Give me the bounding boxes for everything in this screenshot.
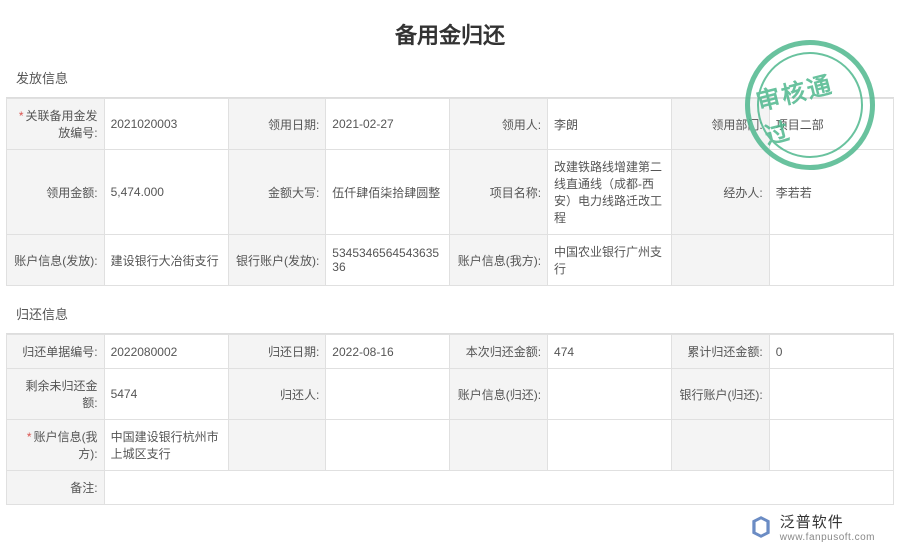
lbl-handler: 经办人: <box>672 150 770 235</box>
val-return-date: 2022-08-16 <box>326 335 450 369</box>
lbl-empty2 <box>228 420 326 471</box>
val-bank-issue: 53453465645436﻿3536 <box>326 235 450 286</box>
val-remaining: 5474 <box>104 369 228 420</box>
val-empty3 <box>548 420 672 471</box>
lbl-returner: 归还人: <box>228 369 326 420</box>
val-return-no: 2022080002 <box>104 335 228 369</box>
section-return-title: 归还信息 <box>6 298 894 334</box>
lbl-acct-our2: *账户信息(我方): <box>7 420 105 471</box>
brand-url: www.fanpusoft.com <box>780 532 875 543</box>
page-title: 备用金归还 <box>0 0 900 62</box>
lbl-bank-return: 银行账户(归还): <box>672 369 770 420</box>
lbl-remaining: 剩余未归还金额: <box>7 369 105 420</box>
lbl-acct-our1: 账户信息(我方): <box>450 235 548 286</box>
val-issue-date: 2021-02-27 <box>326 99 450 150</box>
val-bank-return <box>769 369 893 420</box>
val-project: 改建铁路线增建第二线直通线（成都-西安）电力线路迁改工程 <box>548 150 672 235</box>
val-acct-return <box>548 369 672 420</box>
lbl-remark: 备注: <box>7 471 105 505</box>
val-acct-issue: 建设银行大冶街支行 <box>104 235 228 286</box>
return-table: 归还单据编号: 2022080002 归还日期: 2022-08-16 本次归还… <box>6 334 894 505</box>
lbl-project: 项目名称: <box>450 150 548 235</box>
brand-name: 泛普软件 <box>780 511 875 532</box>
lbl-total-return: 累计归还金额: <box>672 335 770 369</box>
lbl-amount-cn: 金额大写: <box>228 150 326 235</box>
lbl-empty3 <box>450 420 548 471</box>
val-this-return: 474 <box>548 335 672 369</box>
stamp-text: 审核通过 <box>752 59 868 152</box>
val-remark <box>104 471 893 505</box>
val-empty1 <box>769 235 893 286</box>
val-total-return: 0 <box>769 335 893 369</box>
val-returner <box>326 369 450 420</box>
lbl-acct-return: 账户信息(归还): <box>450 369 548 420</box>
lbl-return-no: 归还单据编号: <box>7 335 105 369</box>
lbl-recipient: 领用人: <box>450 99 548 150</box>
lbl-return-date: 归还日期: <box>228 335 326 369</box>
val-acct-our2: 中国建设银行杭州市上城区支行 <box>104 420 228 471</box>
lbl-bank-issue: 银行账户(发放): <box>228 235 326 286</box>
val-empty2 <box>326 420 450 471</box>
val-empty4 <box>769 420 893 471</box>
lbl-acct-issue: 账户信息(发放): <box>7 235 105 286</box>
lbl-empty4 <box>672 420 770 471</box>
lbl-empty1 <box>672 235 770 286</box>
lbl-issue-no: *关联备用金发放编号: <box>7 99 105 150</box>
val-acct-our1: 中国农业银行广州支行 <box>548 235 672 286</box>
val-amount: 5,474.000 <box>104 150 228 235</box>
brand-icon <box>748 514 774 540</box>
lbl-this-return: 本次归还金额: <box>450 335 548 369</box>
brand-logo: 泛普软件 www.fanpusoft.com <box>748 511 875 543</box>
lbl-issue-date: 领用日期: <box>228 99 326 150</box>
val-issue-no: 2021020003 <box>104 99 228 150</box>
val-recipient: 李朗 <box>548 99 672 150</box>
val-amount-cn: 伍仟肆佰柒拾肆圆整 <box>326 150 450 235</box>
lbl-amount: 领用金额: <box>7 150 105 235</box>
